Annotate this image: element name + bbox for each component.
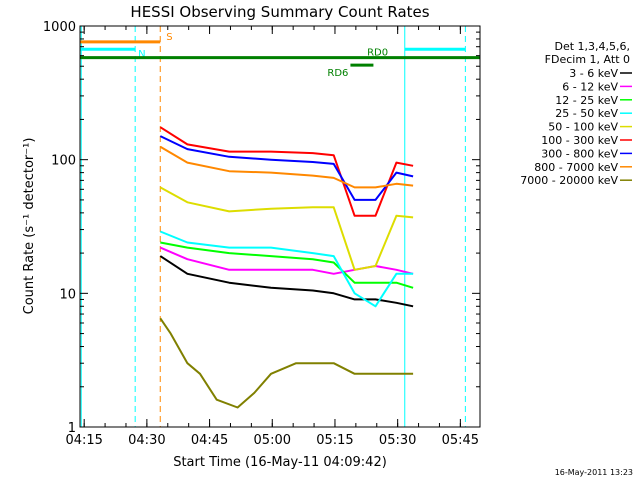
series-line-7 <box>159 145 414 189</box>
series-line-8 <box>159 317 414 409</box>
y-tick-label: 100 <box>51 154 76 169</box>
x-tick-label: 04:30 <box>128 433 165 448</box>
chart-title: HESSI Observing Summary Count Rates <box>130 3 429 21</box>
legend-label: 7000 - 20000 keV <box>520 174 618 187</box>
y-tick-label: 1 <box>68 421 76 436</box>
x-tick-label: 05:45 <box>442 433 479 448</box>
legend-header-line-1: Det 1,3,4,5,6, <box>554 40 630 53</box>
x-tick-label: 04:45 <box>191 433 228 448</box>
legend-label: 800 - 7000 keV <box>534 161 618 174</box>
series-line-1 <box>159 246 414 275</box>
legend-header-line-2: FDecim 1, Att 0 <box>545 53 630 66</box>
legend: Det 1,3,4,5,6, FDecim 1, Att 0 3 - 6 keV… <box>520 40 632 187</box>
x-tick-label: 05:00 <box>254 433 291 448</box>
flag-label-rd0: RD0 <box>367 48 388 59</box>
flag-label-s: S <box>166 32 172 43</box>
series-line-4 <box>159 186 414 271</box>
flag-label-rd6: RD6 <box>327 68 348 79</box>
y-tick-label: 10 <box>59 287 76 302</box>
x-axis-label: Start Time (16-May-11 04:09:42) <box>173 455 387 470</box>
footer-timestamp: 16-May-2011 13:23 <box>555 468 633 477</box>
series-line-2 <box>160 241 414 289</box>
legend-label: 3 - 6 keV <box>569 67 618 80</box>
flag-label-n: N <box>138 49 145 60</box>
series-line-3 <box>159 230 414 308</box>
y-axis-label: Count Rate (s⁻¹ detector⁻¹) <box>22 138 37 315</box>
y-tick-label: 1000 <box>43 20 76 35</box>
x-tick-label: 04:15 <box>65 433 102 448</box>
series-line-5 <box>159 126 414 217</box>
x-tick-label: 05:15 <box>316 433 353 448</box>
legend-label: 50 - 100 keV <box>548 121 618 134</box>
legend-label: 300 - 800 keV <box>541 147 618 160</box>
plot-frame <box>79 25 481 428</box>
plot-layer: S N RD6 RD0 <box>80 26 480 427</box>
series-line-0 <box>159 255 414 308</box>
legend-label: 6 - 12 keV <box>562 80 618 93</box>
x-tick-label: 05:30 <box>379 433 416 448</box>
axis-layer: 1 10 100 1000 04:15 04:30 04:45 05:00 05:15 05:30… <box>43 20 480 448</box>
legend-label: 12 - 25 keV <box>555 94 618 107</box>
legend-label: 25 - 50 keV <box>555 107 618 120</box>
legend-label: 100 - 300 keV <box>541 134 618 147</box>
